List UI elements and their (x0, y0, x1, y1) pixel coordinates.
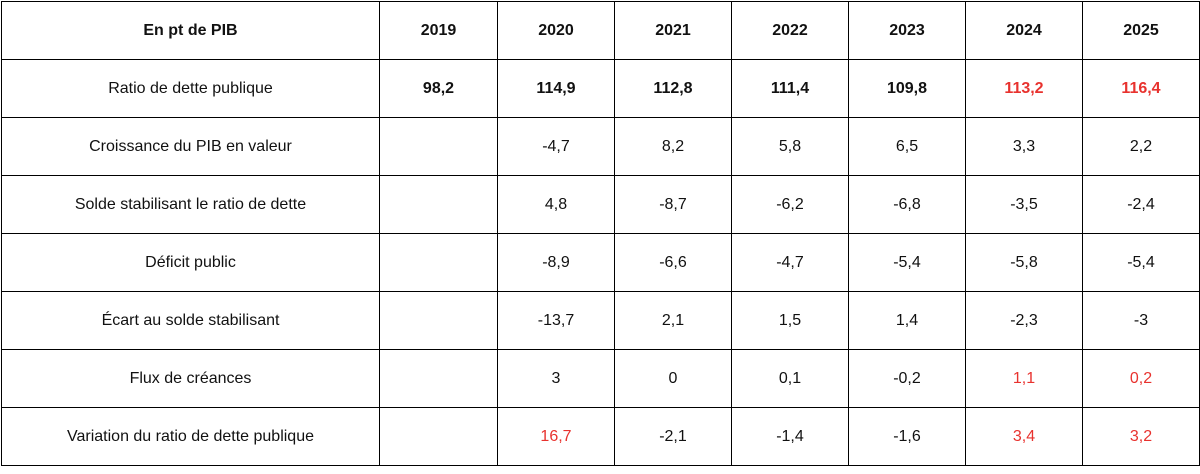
value-cell: 2,2 (1082, 117, 1200, 176)
table-row: Déficit public -8,9 -6,6 -4,7 -5,4 -5,8 -5,4 (1, 233, 1200, 292)
value-cell: -5,8 (965, 233, 1083, 292)
value-cell: -1,6 (848, 407, 966, 466)
value-cell: 0,2 (1082, 349, 1200, 408)
value-cell: -6,2 (731, 175, 849, 234)
value-cell: -3 (1082, 291, 1200, 350)
header-cell-2022: 2022 (731, 1, 849, 60)
value-cell: 1,1 (965, 349, 1083, 408)
table-row: Variation du ratio de dette publique 16,7… (1, 407, 1200, 466)
table-row: Croissance du PIB en valeur -4,7 8,2 5,8 6,5… (1, 117, 1200, 176)
value-cell (379, 117, 498, 176)
value-cell: 3,3 (965, 117, 1083, 176)
row-label: Variation du ratio de dette publique (1, 407, 380, 466)
table-row: Écart au solde stabilisant -13,7 2,1 1,5 1,4… (1, 291, 1200, 350)
value-cell: 109,8 (848, 59, 966, 118)
value-cell: 16,7 (497, 407, 615, 466)
table-header: En pt de PIB 2019 2020 2021 2022 2023 20… (1, 1, 1200, 60)
row-label: Flux de créances (1, 349, 380, 408)
value-cell: 4,8 (497, 175, 615, 234)
row-label: Croissance du PIB en valeur (1, 117, 380, 176)
value-cell: 1,5 (731, 291, 849, 350)
value-cell: -3,5 (965, 175, 1083, 234)
value-cell (379, 349, 498, 408)
header-cell-2020: 2020 (497, 1, 615, 60)
value-cell: -6,8 (848, 175, 966, 234)
value-cell: 113,2 (965, 59, 1083, 118)
value-cell: 5,8 (731, 117, 849, 176)
value-cell: -2,1 (614, 407, 732, 466)
value-cell: -5,4 (848, 233, 966, 292)
value-cell: -8,9 (497, 233, 615, 292)
value-cell: 6,5 (848, 117, 966, 176)
header-cell-2023: 2023 (848, 1, 966, 60)
value-cell (379, 233, 498, 292)
value-cell (379, 175, 498, 234)
value-cell: 3 (497, 349, 615, 408)
value-cell: -5,4 (1082, 233, 1200, 292)
value-cell: 0 (614, 349, 732, 408)
value-cell: 8,2 (614, 117, 732, 176)
value-cell (379, 291, 498, 350)
value-cell: 3,4 (965, 407, 1083, 466)
value-cell: 3,2 (1082, 407, 1200, 466)
value-cell: -0,2 (848, 349, 966, 408)
value-cell: 1,4 (848, 291, 966, 350)
value-cell: -6,6 (614, 233, 732, 292)
table-body: Ratio de dette publique 98,2 114,9 112,8 111… (1, 59, 1200, 466)
value-cell: 114,9 (497, 59, 615, 118)
value-cell: 112,8 (614, 59, 732, 118)
value-cell: 2,1 (614, 291, 732, 350)
header-cell-2019: 2019 (379, 1, 498, 60)
row-label: Déficit public (1, 233, 380, 292)
header-cell-2024: 2024 (965, 1, 1083, 60)
value-cell: -1,4 (731, 407, 849, 466)
value-cell: -4,7 (731, 233, 849, 292)
table-row: Solde stabilisant le ratio de dette 4,8 -8… (1, 175, 1200, 234)
value-cell: -2,4 (1082, 175, 1200, 234)
row-label: Solde stabilisant le ratio de dette (1, 175, 380, 234)
table-row: Flux de créances 3 0 0,1 -0,2 1,1 0,2 (1, 349, 1200, 408)
header-cell-2025: 2025 (1082, 1, 1200, 60)
value-cell: 0,1 (731, 349, 849, 408)
value-cell: -8,7 (614, 175, 732, 234)
value-cell: -13,7 (497, 291, 615, 350)
header-row: En pt de PIB 2019 2020 2021 2022 2023 20… (1, 1, 1200, 60)
value-cell: 98,2 (379, 59, 498, 118)
value-cell (379, 407, 498, 466)
header-cell-2021: 2021 (614, 1, 732, 60)
value-cell: 116,4 (1082, 59, 1200, 118)
row-label: Écart au solde stabilisant (1, 291, 380, 350)
table-row: Ratio de dette publique 98,2 114,9 112,8 111… (1, 59, 1200, 118)
header-cell-unit: En pt de PIB (1, 1, 380, 60)
row-label: Ratio de dette publique (1, 59, 380, 118)
value-cell: -2,3 (965, 291, 1083, 350)
value-cell: 111,4 (731, 59, 849, 118)
value-cell: -4,7 (497, 117, 615, 176)
